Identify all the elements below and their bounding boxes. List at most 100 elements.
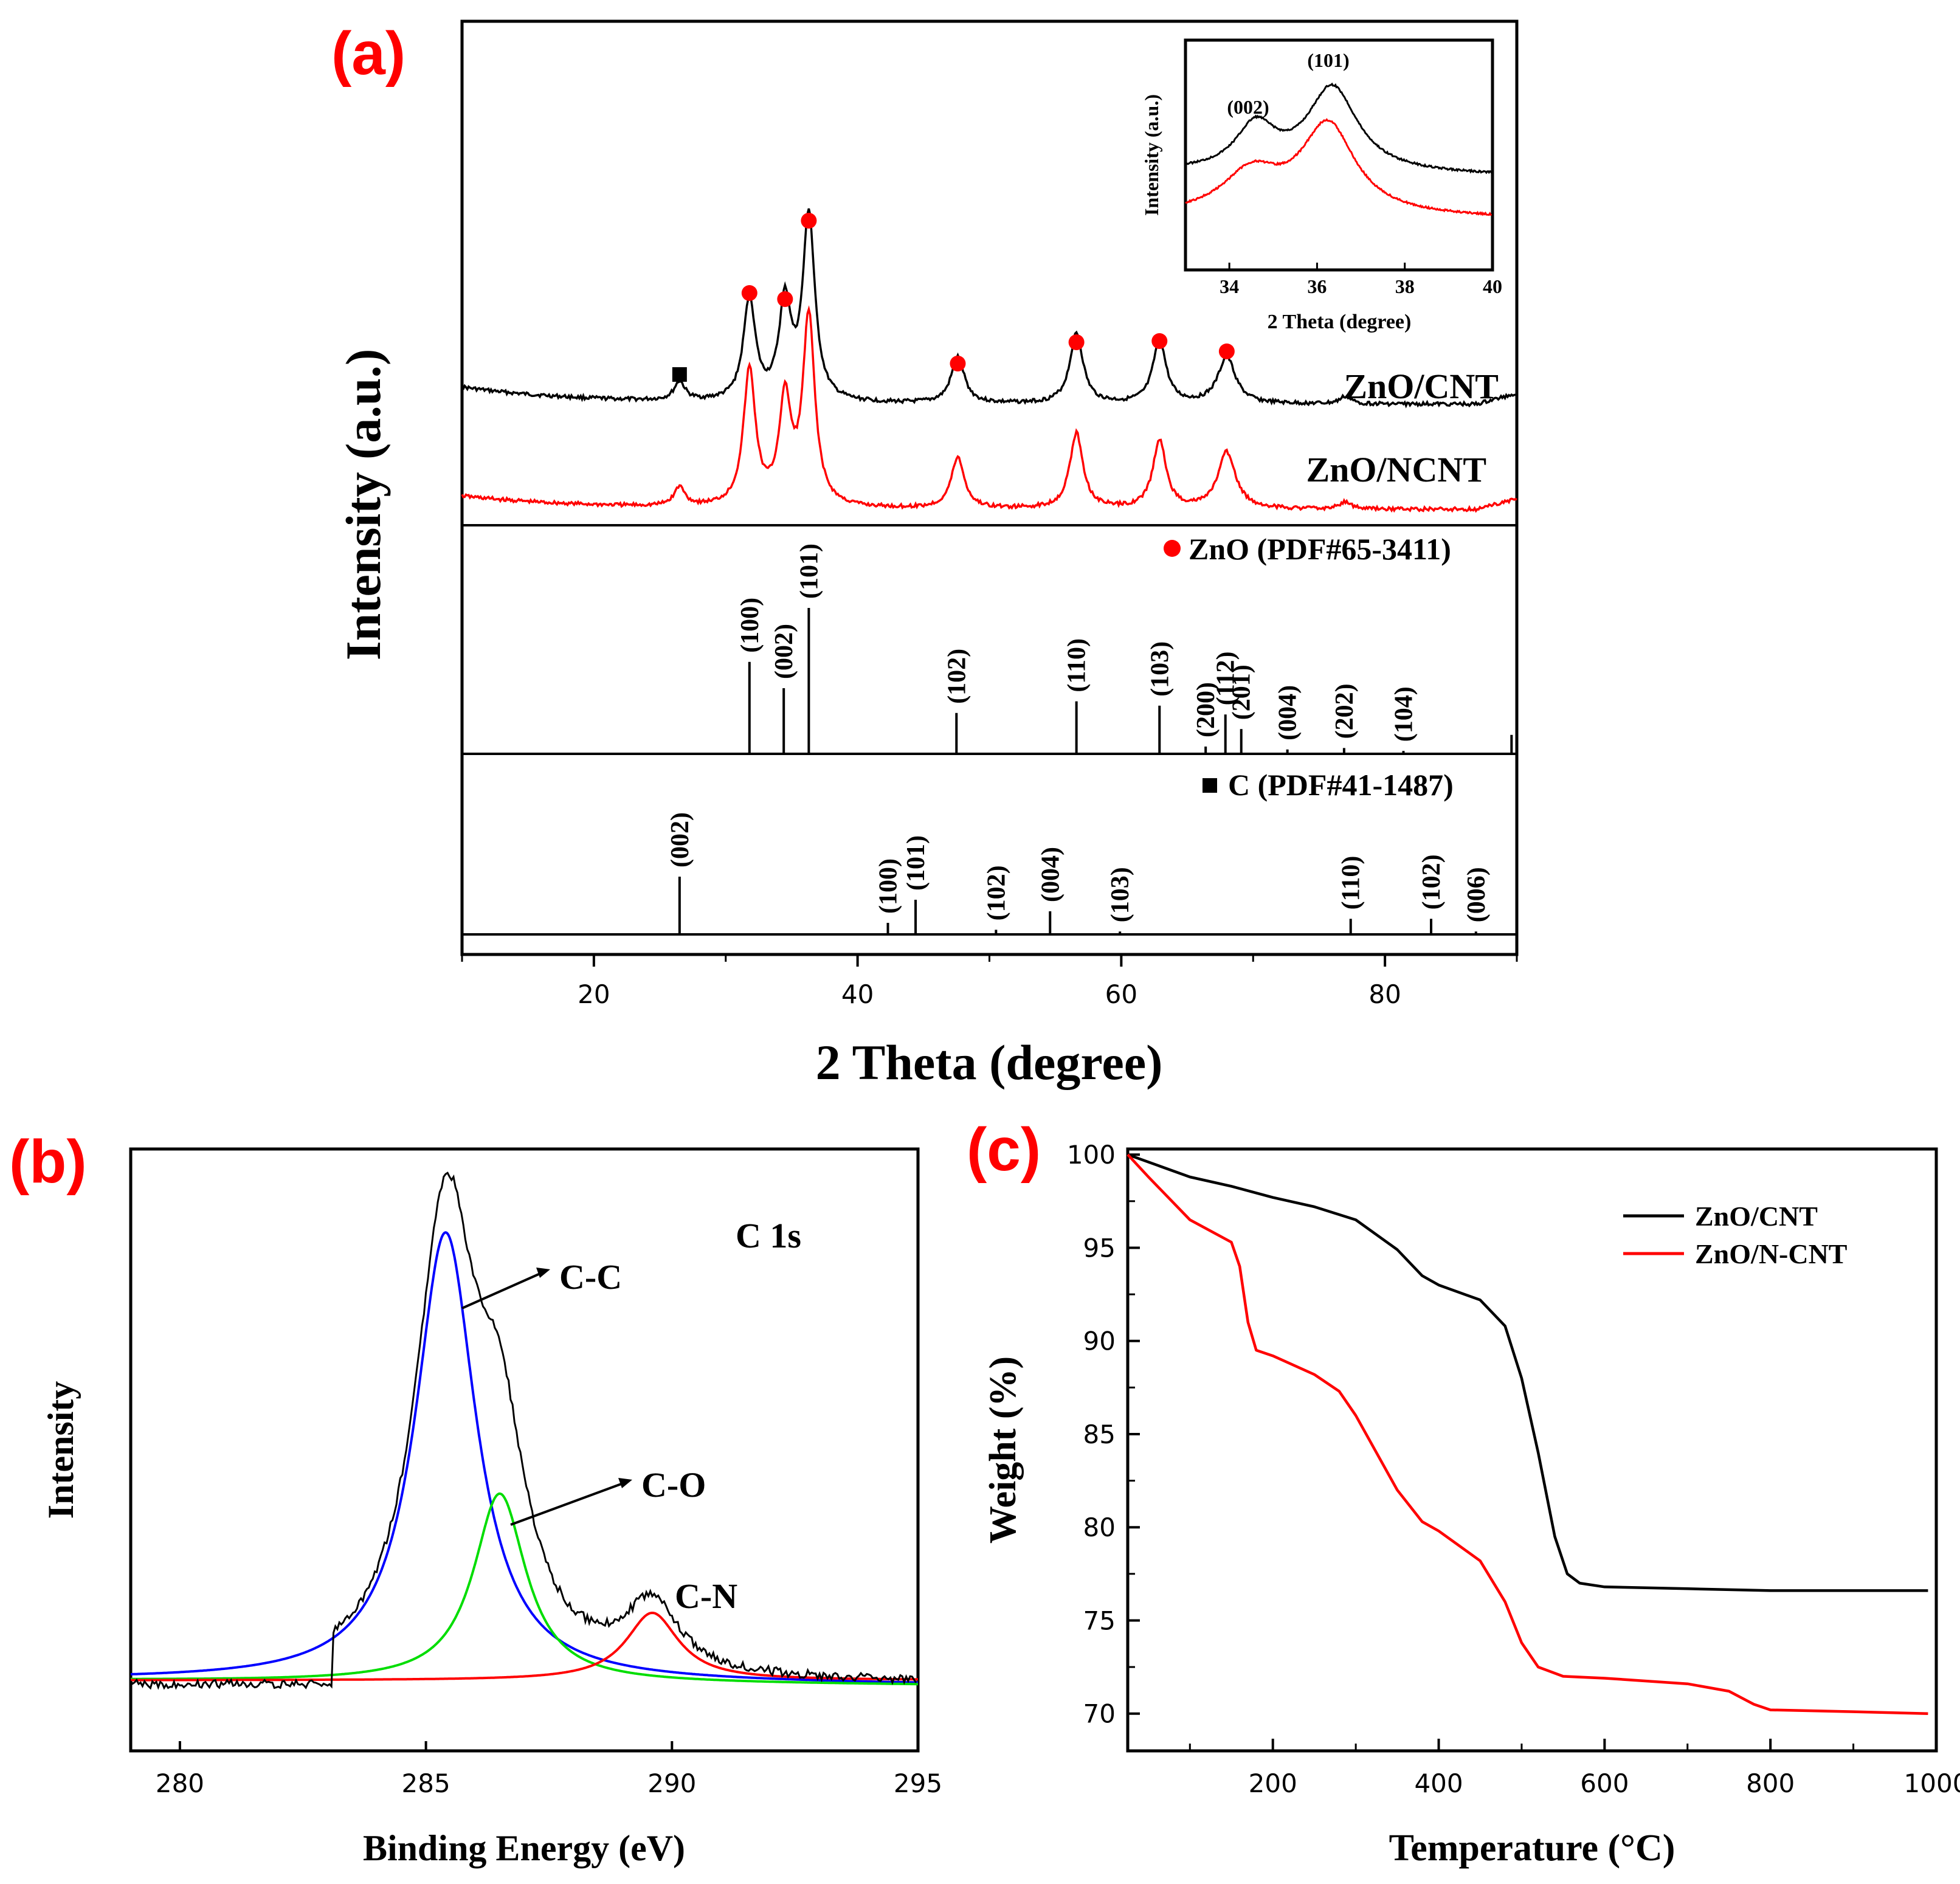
series-label-zno-cnt: ZnO/CNT (1344, 367, 1499, 406)
zno-peak-marker (1151, 333, 1168, 349)
panel-c-x-tick-label: 800 (1746, 1768, 1795, 1798)
xps-component-c-n (131, 1611, 918, 1682)
xps-raw-spectrum (129, 1171, 917, 1690)
reference-line-label: (201) (1228, 664, 1256, 720)
panel-b-annotations (461, 1268, 632, 1526)
reference-line-label: (004) (1274, 685, 1302, 740)
reference-line-label: (102) (982, 865, 1010, 920)
panel-b-frame (129, 1147, 920, 1753)
panel-b-y-label: Intensity (41, 1381, 81, 1519)
inset-x-label: 2 Theta (degree) (1268, 311, 1412, 333)
reference-line-label: (104) (1390, 686, 1418, 742)
zno-peak-marker (801, 213, 817, 229)
panel-c-y-tick-label: 85 (1083, 1420, 1116, 1449)
panel-b-x-label: Binding Energy (eV) (363, 1828, 685, 1868)
zno-reference-name: ZnO (PDF#65-3411) (1189, 532, 1451, 566)
inset-x-tick-label: 38 (1395, 275, 1415, 297)
zno-legend-circle (1164, 540, 1181, 557)
panel-c-curves (1127, 1153, 1928, 1715)
panel-b-x-tick-label: 290 (647, 1768, 696, 1798)
panel-b-x-ticks: 280 285 290 295 (156, 1741, 942, 1798)
reference-line-label: (110) (1063, 638, 1091, 692)
reference-line-label: (110) (1337, 856, 1365, 910)
reference-line-label: (002) (770, 624, 798, 679)
zno-peak-marker (950, 356, 966, 371)
c-legend-square (1203, 778, 1217, 793)
c-reference-name: C (PDF#41-1487) (1228, 768, 1454, 802)
panel-b-x-tick-label: 285 (402, 1768, 450, 1798)
zno-peak-marker (741, 285, 757, 301)
inset-x-tick-label: 34 (1220, 275, 1239, 297)
panel-a-patterns (461, 208, 1517, 513)
legend-label-zno-n-cnt: ZnO/N-CNT (1695, 1238, 1847, 1269)
panel-c-y-tick-label: 70 (1083, 1699, 1116, 1729)
reference-line-label: (100) (875, 858, 903, 914)
panel-c-x-label: Temperature (°C) (1389, 1827, 1675, 1869)
panel-a-peak-markers (672, 213, 1235, 382)
reference-line-label: (103) (1146, 641, 1174, 697)
panel-c-frame (1126, 1147, 1938, 1753)
inset-frame (1184, 38, 1494, 272)
panel-c-y-tick-label: 90 (1083, 1327, 1116, 1356)
zno-peak-marker (777, 291, 793, 307)
reference-line-label: (002) (666, 812, 694, 868)
arrow-c-c-head (536, 1268, 550, 1278)
panel-a-reference-lines: (100) (002)(101)(102) (110) (103)(200)(112)… (666, 543, 1513, 934)
reference-line-label: (102) (943, 649, 971, 704)
label-c-n: C-N (675, 1576, 737, 1616)
panel-c-x-tick-label: 400 (1414, 1768, 1463, 1798)
panel-a-x-ticks: 20 40 60 80 (461, 954, 1518, 1009)
inset-curve-zno-ncnt (1185, 118, 1492, 216)
panel-c-y-tick-label: 95 (1083, 1233, 1116, 1263)
inset-y-label: Intensity (a.u.) (1140, 94, 1162, 216)
panel-a-x-tick-label: 80 (1368, 979, 1401, 1009)
panel-c-legend: ZnO/CNT ZnO/N-CNT (1623, 1201, 1847, 1269)
arrow-c-o-head (618, 1478, 632, 1488)
panel-a-inset: 34 36 38 40 2 Theta (degree) Intensity (a.u… (1140, 38, 1502, 333)
inset-x-tick-label: 40 (1483, 275, 1502, 297)
inset-peak-label-101: (101) (1307, 49, 1349, 71)
panel-c-label: (c) (967, 1116, 1041, 1184)
reference-line-label: (100) (736, 598, 764, 653)
panel-a-y-label: Intensity (a.u.) (336, 349, 391, 661)
inset-curve-zno-cnt (1185, 82, 1492, 174)
inset-x-ticks: 34 36 38 40 (1220, 263, 1502, 297)
panel-c-x-tick-label: 1000 (1904, 1768, 1960, 1798)
xps-component-c-c (130, 1231, 918, 1684)
inset-peak-label-002: (002) (1227, 96, 1269, 118)
panel-c-y-tick-label: 75 (1083, 1606, 1116, 1635)
reference-line-label: (102) (1418, 854, 1446, 909)
reference-line-label: (202) (1331, 683, 1359, 739)
tga-curve-zno-n-cnt (1127, 1153, 1928, 1715)
label-c-o: C-O (641, 1465, 706, 1505)
panel-c-x-tick-label: 600 (1580, 1768, 1629, 1798)
zno-peak-marker (1218, 343, 1235, 359)
legend-label-zno-cnt: ZnO/CNT (1695, 1201, 1818, 1232)
reference-line-label: (004) (1037, 847, 1065, 902)
panel-b-title: C 1s (736, 1216, 801, 1255)
panel-c-y-label: Weight (%) (982, 1356, 1024, 1544)
panel-c-y-tick-label: 80 (1083, 1513, 1116, 1542)
arrow-c-c-line (461, 1271, 545, 1309)
label-c-c: C-C (559, 1257, 622, 1297)
panel-b-x-tick-label: 295 (894, 1768, 942, 1798)
panel-c-ticks: 200 400 600 800 1000 70 75 80 85 90 95 100 (1067, 1140, 1960, 1798)
reference-line-label: (103) (1106, 867, 1134, 922)
panel-a-label: (a) (331, 19, 405, 88)
zno-peak-marker (1068, 334, 1085, 350)
arrow-c-o-line (510, 1481, 627, 1526)
xps-component-c-o (131, 1492, 918, 1686)
panel-b-curves (129, 1171, 918, 1690)
reference-line-label: (101) (795, 543, 823, 599)
reference-line-label: (101) (902, 835, 930, 891)
panel-b-label: (b) (9, 1128, 87, 1196)
c-peak-marker (672, 367, 687, 382)
reference-line-label: (200) (1192, 682, 1220, 737)
panel-a: (a) 20 40 60 80 2 Theta (degree) Intensity … (331, 19, 1519, 1090)
panel-b: (b) 280 285 290 295 C 1s C-C C-O C-N Bindin… (9, 1128, 942, 1868)
inset-x-tick-label: 36 (1307, 275, 1327, 297)
reference-line-label: (112) (1212, 652, 1240, 706)
panel-b-x-tick-label: 280 (156, 1768, 204, 1798)
tga-curve-zno-cnt (1127, 1153, 1928, 1592)
